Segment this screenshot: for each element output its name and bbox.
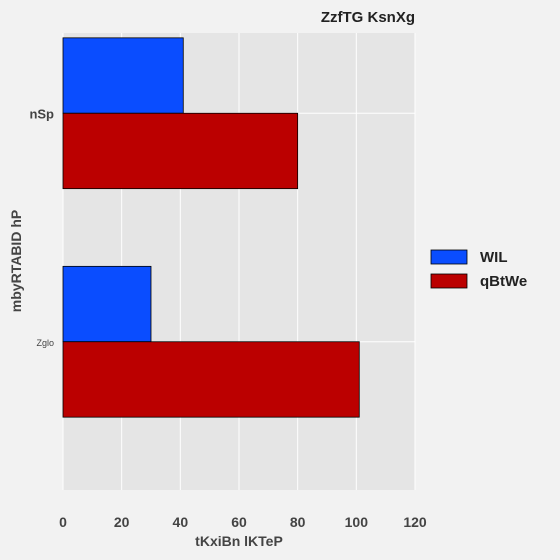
x-tick-label: 40	[173, 514, 189, 530]
bar-qBtWe-Zglo	[62, 341, 360, 418]
bar-WIL-Zglo	[62, 265, 152, 343]
bar-WIL-nSp	[62, 37, 184, 114]
x-tick-label: 80	[290, 514, 306, 530]
x-axis-label: tKxiBn lKTeP	[195, 533, 283, 549]
x-tick-label: 0	[59, 514, 67, 530]
x-tick-label: 60	[231, 514, 247, 530]
legend-label-qBtWe: qBtWe	[480, 273, 527, 290]
legend: WIL qBtWe	[430, 249, 527, 290]
chart-title: ZzfTG KsnXg	[321, 9, 415, 26]
legend-swatch-WIL	[430, 249, 468, 265]
x-ticks: 0 20 40 60 80 100 120	[59, 514, 427, 530]
x-tick-label: 100	[345, 514, 369, 530]
y-axis-label: mbyRTABID hP	[8, 210, 24, 312]
y-tick-label: Zglo	[36, 338, 54, 348]
bar-qBtWe-nSp	[62, 112, 299, 190]
x-tick-label: 120	[403, 514, 427, 530]
y-tick-label: nSp	[29, 106, 54, 121]
x-tick-label: 20	[114, 514, 130, 530]
bars	[62, 37, 360, 418]
legend-label-WIL: WIL	[480, 249, 508, 266]
legend-swatch-qBtWe	[430, 273, 468, 289]
y-ticks: nSp Zglo	[29, 106, 54, 348]
